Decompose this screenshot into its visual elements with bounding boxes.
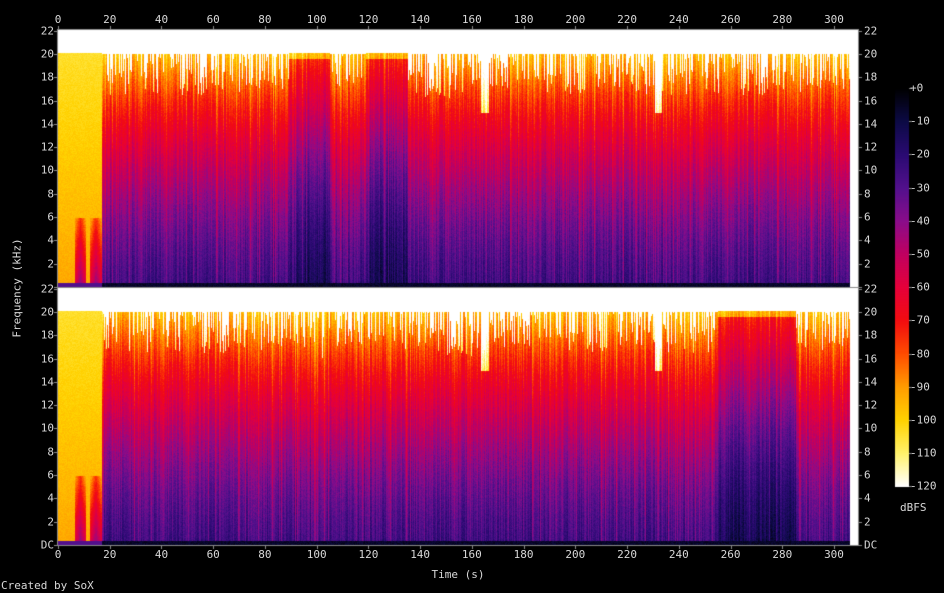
x-tick-label-top: 100: [306, 13, 327, 26]
y-tick-label-right: 6: [864, 468, 871, 482]
x-tick-label-bottom: 300: [824, 548, 844, 561]
x-tick-label-bottom: 0: [54, 548, 62, 561]
x-tick-label-bottom: 260: [720, 548, 741, 561]
x-tick-label-top: 40: [154, 13, 169, 26]
x-tick-label-top: 200: [565, 13, 586, 26]
y-tick-label-left: 16: [40, 352, 54, 365]
x-tick-label-top: 60: [206, 13, 220, 26]
y-tick-label-left: 18: [40, 328, 54, 342]
x-tick-label-bottom: 180: [513, 548, 534, 561]
x-tick-label-bottom: 80: [258, 548, 272, 561]
x-tick-label-top: 20: [103, 13, 117, 26]
colorbar-label: dBFS: [900, 501, 927, 514]
x-tick-label-top: 180: [513, 13, 534, 26]
x-tick-label-bottom: 100: [306, 548, 327, 561]
x-tick-label-top: 260: [720, 13, 741, 26]
y-tick-label-left: 4: [47, 233, 54, 247]
x-tick-label-bottom: 60: [206, 548, 220, 561]
colorbar-tick-label: -10: [910, 114, 930, 128]
x-tick-label-bottom: 160: [461, 548, 482, 561]
y-tick-label-left: 22: [40, 24, 54, 38]
y-tick-label-right: 14: [864, 117, 878, 131]
colorbar-tick-label: -110: [910, 446, 937, 460]
x-tick-label-top: 0: [54, 13, 62, 26]
colorbar-tick-label: -80: [910, 347, 930, 361]
y-tick-label-right: 10: [864, 421, 878, 435]
y-tick-label-left: 10: [40, 421, 54, 435]
y-axis-label: Frequency (kHz): [10, 238, 24, 338]
y-tick-label-right: 2: [864, 257, 871, 271]
y-tick-label-right: 22: [864, 282, 878, 296]
x-tick-label-top: 300: [824, 13, 844, 26]
y-tick-label-right: 4: [864, 491, 871, 505]
y-tick-label-right: 2: [864, 515, 871, 529]
y-tick-label-left: 18: [40, 70, 54, 84]
y-tick-label-left: 2: [47, 515, 54, 529]
colorbar-tick-label: +0: [910, 81, 924, 95]
y-tick-label-left: 4: [47, 491, 54, 505]
x-tick-label-bottom: 140: [410, 548, 431, 561]
y-tick-label-right: 22: [864, 24, 878, 38]
colorbar-tick-label: -30: [910, 181, 930, 195]
x-tick-label-bottom: 240: [668, 548, 689, 561]
x-tick-label-bottom: 40: [154, 548, 169, 561]
y-tick-label-right: 18: [864, 328, 878, 342]
x-tick-label-top: 280: [772, 13, 793, 26]
y-tick-label-right: 8: [864, 445, 871, 459]
x-tick-label-top: 80: [258, 13, 272, 26]
colorbar-tick-label: -20: [910, 147, 930, 161]
y-tick-label-right: 10: [864, 163, 878, 177]
colorbar-tick-label: -70: [910, 313, 930, 327]
y-tick-label-left: 12: [40, 398, 54, 412]
x-tick-label-top: 160: [461, 13, 482, 26]
y-tick-label-right: 4: [864, 233, 871, 247]
y-tick-label-right: 20: [864, 47, 878, 61]
y-tick-label-right: 6: [864, 210, 871, 224]
y-tick-label-right: 8: [864, 187, 871, 201]
credit-text: Created by SoX: [1, 579, 94, 592]
x-tick-label-bottom: 20: [103, 548, 117, 561]
x-tick-label-bottom: 220: [617, 548, 637, 561]
colorbar-tick-label: -120: [910, 479, 937, 493]
y-tick-label-right: 20: [864, 305, 878, 319]
y-tick-label-right: 14: [864, 375, 878, 389]
y-tick-label-right: 12: [864, 140, 878, 154]
y-tick-label-right: DC: [864, 538, 878, 552]
y-tick-label-left: 8: [47, 445, 54, 459]
y-tick-label-right: 16: [864, 352, 878, 365]
x-tick-label-bottom: 200: [565, 548, 586, 561]
colorbar-tick-label: -100: [910, 413, 937, 427]
y-tick-label-left: 12: [40, 140, 54, 154]
colorbar-tick-label: -40: [910, 214, 930, 228]
colorbar-tick-label: -60: [910, 280, 930, 294]
y-tick-label-left: 14: [40, 117, 54, 131]
x-tick-label-top: 240: [668, 13, 689, 26]
x-tick-label-bottom: 280: [772, 548, 793, 561]
x-axis-label: Time (s): [431, 568, 485, 581]
y-tick-label-left: 10: [40, 163, 54, 177]
y-tick-label-right: 12: [864, 398, 878, 412]
colorbar-tick-label: -50: [910, 247, 930, 261]
y-tick-label-left: 16: [40, 94, 54, 107]
y-tick-label-left: 22: [40, 282, 54, 296]
y-tick-label-left: 20: [40, 47, 54, 61]
y-tick-label-left: 2: [47, 257, 54, 271]
x-tick-label-top: 140: [410, 13, 431, 26]
y-tick-label-left: 8: [47, 187, 54, 201]
y-tick-label-left: 14: [40, 375, 54, 389]
y-tick-label-left: 20: [40, 305, 54, 319]
colorbar-tick-label: -90: [910, 380, 930, 394]
x-tick-label-bottom: 120: [358, 548, 379, 561]
y-tick-label-left: 6: [47, 210, 54, 224]
y-tick-label-left: DC: [40, 538, 54, 552]
x-tick-label-top: 120: [358, 13, 379, 26]
y-tick-label-right: 16: [864, 94, 878, 107]
y-tick-label-right: 18: [864, 70, 878, 84]
y-tick-label-left: 6: [47, 468, 54, 482]
x-tick-label-top: 220: [617, 13, 637, 26]
